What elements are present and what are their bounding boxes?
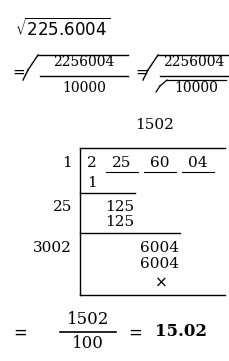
Text: 1502: 1502 bbox=[66, 312, 109, 329]
Text: 2: 2 bbox=[87, 156, 96, 170]
Text: 125: 125 bbox=[105, 215, 134, 229]
Text: 100: 100 bbox=[72, 335, 104, 352]
Text: 25: 25 bbox=[52, 200, 72, 214]
Text: $=$: $=$ bbox=[132, 65, 148, 79]
Text: 1502: 1502 bbox=[135, 118, 174, 132]
Text: 10000: 10000 bbox=[62, 81, 106, 95]
Text: $\sqrt{225.6004}$: $\sqrt{225.6004}$ bbox=[15, 18, 110, 40]
Text: 60: 60 bbox=[150, 156, 169, 170]
Text: $\times$: $\times$ bbox=[153, 275, 166, 289]
Text: 1: 1 bbox=[62, 156, 72, 170]
Text: 1: 1 bbox=[87, 176, 96, 190]
Text: $=$: $=$ bbox=[10, 323, 27, 340]
Text: 04: 04 bbox=[187, 156, 207, 170]
Text: 3002: 3002 bbox=[33, 241, 72, 255]
Text: 6004: 6004 bbox=[140, 241, 179, 255]
Text: 10000: 10000 bbox=[174, 81, 218, 95]
Text: 6004: 6004 bbox=[140, 257, 179, 271]
Text: 2256004: 2256004 bbox=[163, 55, 224, 69]
Text: 15.02: 15.02 bbox=[154, 323, 206, 340]
Text: $=$: $=$ bbox=[124, 323, 142, 340]
Text: 25: 25 bbox=[112, 156, 131, 170]
Text: 2256004: 2256004 bbox=[53, 55, 114, 69]
Text: $=$: $=$ bbox=[10, 65, 26, 79]
Text: 125: 125 bbox=[105, 200, 134, 214]
